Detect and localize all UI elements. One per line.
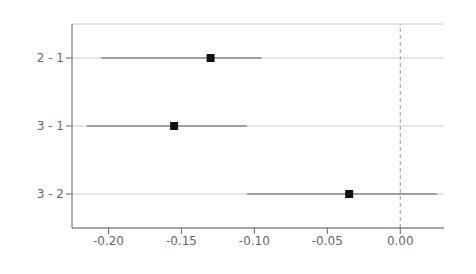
svg-text:0.00: 0.00 [387,234,414,248]
svg-text:-0.20: -0.20 [93,234,124,248]
svg-text:2 - 1: 2 - 1 [37,51,64,65]
svg-text:3 - 2: 3 - 2 [37,187,64,201]
svg-text:-0.10: -0.10 [239,234,270,248]
svg-text:-0.15: -0.15 [166,234,197,248]
svg-text:-0.05: -0.05 [312,234,343,248]
svg-text:3 - 1: 3 - 1 [37,119,64,133]
